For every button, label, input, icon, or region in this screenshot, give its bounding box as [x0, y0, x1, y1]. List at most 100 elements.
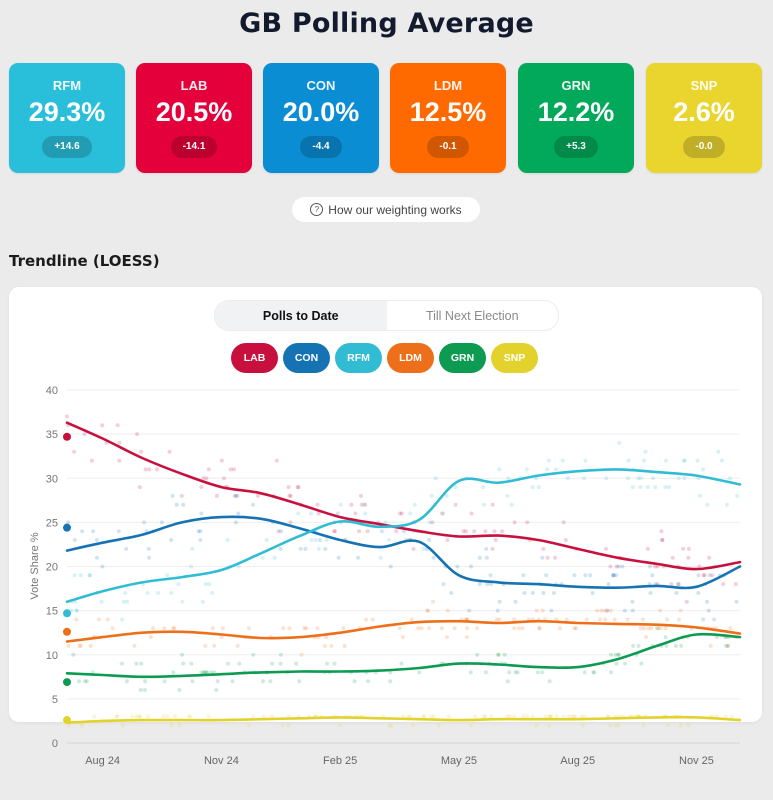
- poll-dot: [702, 573, 707, 578]
- poll-dot: [663, 626, 668, 631]
- poll-dot: [643, 449, 648, 454]
- card-change-badge: -14.1: [170, 136, 218, 158]
- party-card-rfm[interactable]: RFM 29.3% +14.6: [9, 63, 125, 173]
- poll-dot: [579, 714, 584, 719]
- poll-dot: [676, 582, 680, 587]
- poll-dot: [139, 661, 144, 666]
- poll-dot: [735, 493, 740, 498]
- poll-dot: [507, 670, 512, 675]
- legend-toggle-grn[interactable]: GRN: [439, 343, 486, 373]
- poll-dot: [428, 714, 433, 719]
- poll-dot: [329, 643, 334, 648]
- poll-dot: [622, 661, 627, 666]
- party-card-ldm[interactable]: LDM 12.5% -0.1: [390, 63, 506, 173]
- poll-dot: [309, 511, 314, 516]
- poll-dot: [650, 573, 655, 578]
- poll-dot: [494, 617, 499, 622]
- poll-dot: [436, 723, 441, 728]
- party-card-con[interactable]: CON 20.0% -4.4: [263, 63, 379, 173]
- poll-dot: [649, 626, 654, 631]
- poll-dot: [500, 529, 505, 534]
- poll-dot: [475, 626, 480, 631]
- poll-dot: [469, 564, 473, 569]
- poll-dot: [138, 688, 143, 692]
- card-party-label: GRN: [561, 78, 591, 93]
- poll-dot: [399, 661, 404, 666]
- poll-dot: [370, 617, 375, 622]
- poll-dot: [160, 520, 164, 525]
- poll-dot: [176, 582, 181, 587]
- poll-dot: [124, 546, 129, 551]
- poll-dot: [198, 529, 203, 534]
- poll-dot: [286, 485, 291, 490]
- legend-toggle-snp[interactable]: SNP: [491, 343, 538, 373]
- poll-dot: [199, 485, 204, 490]
- card-value: 20.0%: [282, 97, 360, 127]
- poll-dot: [171, 670, 176, 675]
- poll-dot: [524, 467, 529, 472]
- poll-dot: [705, 502, 710, 507]
- poll-dot: [506, 476, 511, 481]
- poll-dot: [421, 546, 426, 551]
- poll-dot: [199, 511, 204, 516]
- poll-dot: [686, 546, 691, 551]
- poll-dot: [583, 573, 588, 578]
- poll-dot: [148, 635, 153, 640]
- trendline-grn: [65, 632, 742, 679]
- poll-dot: [467, 608, 472, 613]
- poll-dot: [96, 617, 101, 622]
- poll-dot: [696, 591, 701, 595]
- poll-dot: [431, 714, 436, 719]
- poll-dot: [137, 714, 142, 719]
- poll-dot: [206, 714, 211, 719]
- poll-dot: [260, 555, 265, 560]
- poll-dot: [707, 573, 712, 578]
- poll-dot: [142, 520, 147, 525]
- poll-dot: [135, 432, 140, 437]
- poll-dot: [199, 670, 204, 675]
- poll-dot: [94, 555, 99, 560]
- party-card-lab[interactable]: LAB 20.5% -14.1: [136, 63, 252, 173]
- tab-polls-to-date[interactable]: Polls to Date: [215, 301, 387, 330]
- poll-dot: [427, 626, 432, 631]
- poll-dot: [598, 617, 603, 622]
- poll-dot: [452, 626, 457, 631]
- poll-dot: [549, 714, 554, 719]
- how-weighting-works-button[interactable]: ? How our weighting works: [292, 197, 480, 222]
- poll-dot: [416, 626, 421, 631]
- poll-dot: [117, 458, 122, 463]
- poll-dot: [682, 458, 687, 463]
- poll-dot: [72, 573, 77, 578]
- poll-dot: [710, 573, 715, 578]
- poll-dot: [626, 458, 631, 463]
- poll-dot: [439, 626, 444, 631]
- poll-dot: [313, 538, 318, 542]
- poll-dot: [298, 546, 303, 551]
- poll-dot: [332, 661, 337, 666]
- tab-till-next-election[interactable]: Till Next Election: [425, 308, 519, 323]
- poll-dot: [641, 723, 646, 728]
- legend-toggle-rfm[interactable]: RFM: [335, 343, 382, 373]
- poll-dot: [441, 582, 446, 587]
- poll-dot: [660, 538, 665, 542]
- poll-dot: [682, 476, 687, 481]
- party-card-snp[interactable]: SNP 2.6% -0.0: [646, 63, 762, 173]
- poll-dot: [411, 546, 416, 551]
- poll-dot: [214, 688, 219, 692]
- poll-dot: [143, 467, 148, 472]
- legend-toggle-con[interactable]: CON: [283, 343, 330, 373]
- poll-dot: [236, 564, 241, 569]
- poll-dot: [540, 608, 545, 613]
- legend-toggle-ldm[interactable]: LDM: [387, 343, 434, 373]
- poll-dot: [670, 555, 675, 560]
- poll-dot: [681, 546, 686, 551]
- poll-dot: [426, 608, 431, 613]
- poll-dot: [196, 529, 201, 534]
- legend-toggle-lab[interactable]: LAB: [231, 343, 278, 373]
- card-change-badge: -0.0: [683, 136, 725, 158]
- poll-dot: [316, 546, 321, 551]
- poll-dot: [530, 485, 535, 490]
- poll-dot: [545, 467, 550, 472]
- poll-dot: [180, 652, 185, 657]
- party-card-grn[interactable]: GRN 12.2% +5.3: [518, 63, 634, 173]
